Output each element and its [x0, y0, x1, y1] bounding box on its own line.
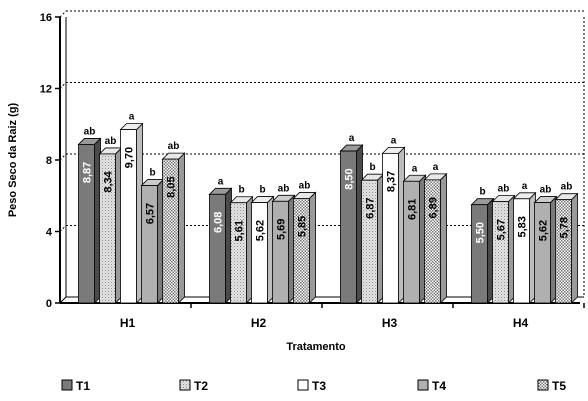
significance-letter: ab	[105, 136, 117, 147]
significance-letter: a	[391, 135, 397, 146]
y-tick-label: 12	[40, 84, 52, 96]
legend-label: T3	[312, 379, 326, 393]
y-tick-label: 4	[46, 227, 53, 239]
value-label: 5,85	[297, 216, 309, 237]
significance-letter: a	[349, 133, 355, 144]
legend-label: T1	[76, 379, 90, 393]
value-label: 9,70	[124, 147, 136, 168]
value-label: 8,05	[166, 176, 178, 197]
value-label: 5,78	[559, 217, 571, 238]
significance-letter: ab	[84, 126, 96, 137]
significance-letter: a	[412, 163, 418, 174]
x-category-label: H2	[251, 316, 267, 330]
bar	[293, 198, 310, 304]
significance-letter: ab	[561, 182, 573, 193]
bar	[361, 179, 378, 304]
legend-swatch	[537, 379, 549, 391]
value-label: 8,50	[344, 168, 356, 189]
legend-label: T2	[194, 379, 208, 393]
bar	[340, 150, 357, 304]
value-label: 8,37	[386, 171, 398, 192]
x-category-label: H4	[513, 316, 529, 330]
value-labels: 8,87ab8,34ab9,70a6,57b8,05ab6,08a5,61b5,…	[82, 112, 573, 244]
bar	[251, 202, 268, 304]
significance-letter: a	[433, 162, 439, 173]
bar	[424, 179, 441, 304]
bar	[209, 193, 226, 304]
y-tick-label: 8	[46, 155, 52, 167]
y-tick-label: 16	[40, 12, 52, 24]
significance-letter: b	[369, 162, 375, 173]
value-label: 5,50	[475, 222, 487, 243]
significance-letter: ab	[498, 184, 510, 195]
bar	[99, 153, 116, 304]
bar	[141, 185, 158, 304]
bar-side	[309, 191, 316, 304]
value-label: 5,69	[276, 219, 288, 240]
value-label: 5,61	[234, 220, 246, 241]
bars	[77, 122, 579, 304]
value-label: 6,87	[365, 197, 377, 218]
significance-letter: ab	[540, 185, 552, 196]
significance-letter: ab	[168, 141, 180, 152]
value-label: 8,87	[82, 162, 94, 183]
bar	[403, 180, 420, 304]
bar	[382, 152, 399, 304]
bar	[555, 199, 572, 304]
legend-swatch	[179, 379, 191, 391]
bar	[120, 129, 137, 304]
legend-swatch	[61, 379, 73, 391]
value-label: 6,89	[428, 197, 440, 218]
significance-letter: a	[218, 176, 224, 187]
bar	[471, 204, 488, 304]
legend: T1 T2 T3 T4 T5	[61, 379, 566, 393]
bar-side	[178, 152, 185, 304]
bar	[162, 158, 179, 304]
x-axis-title: Tratamento	[286, 341, 346, 353]
x-category-label: H1	[120, 316, 136, 330]
value-label: 5,62	[255, 220, 267, 241]
significance-letter: ab	[278, 183, 290, 194]
value-label: 5,62	[538, 220, 550, 241]
value-label: 5,83	[517, 216, 529, 237]
bar	[230, 202, 247, 304]
bar	[272, 200, 289, 304]
value-label: 6,57	[145, 203, 157, 224]
value-label: 6,81	[407, 199, 419, 220]
value-label: 8,34	[103, 170, 115, 192]
significance-letter: b	[149, 168, 155, 179]
y-tick-label: 0	[46, 298, 52, 310]
value-label: 6,08	[213, 212, 225, 233]
legend-swatch	[297, 379, 309, 391]
value-label: 5,67	[496, 219, 508, 240]
y-axis-title: Peso Seco da Raiz (g)	[7, 103, 19, 218]
legend-label: T5	[552, 379, 566, 393]
gridline-diagonal	[59, 10, 67, 18]
bar	[513, 198, 530, 304]
bar-side	[440, 172, 447, 304]
bar	[534, 202, 551, 304]
significance-letter: b	[479, 187, 485, 198]
bar	[78, 144, 95, 304]
x-category-label: H3	[382, 316, 398, 330]
significance-letter: a	[129, 112, 135, 123]
legend-label: T4	[432, 379, 446, 393]
bar	[492, 201, 509, 304]
legend-swatch	[417, 379, 429, 391]
significance-letter: a	[522, 181, 528, 192]
bar-side	[571, 192, 578, 304]
significance-letter: b	[259, 185, 265, 196]
significance-letter: ab	[299, 180, 311, 191]
significance-letter: b	[238, 185, 244, 196]
